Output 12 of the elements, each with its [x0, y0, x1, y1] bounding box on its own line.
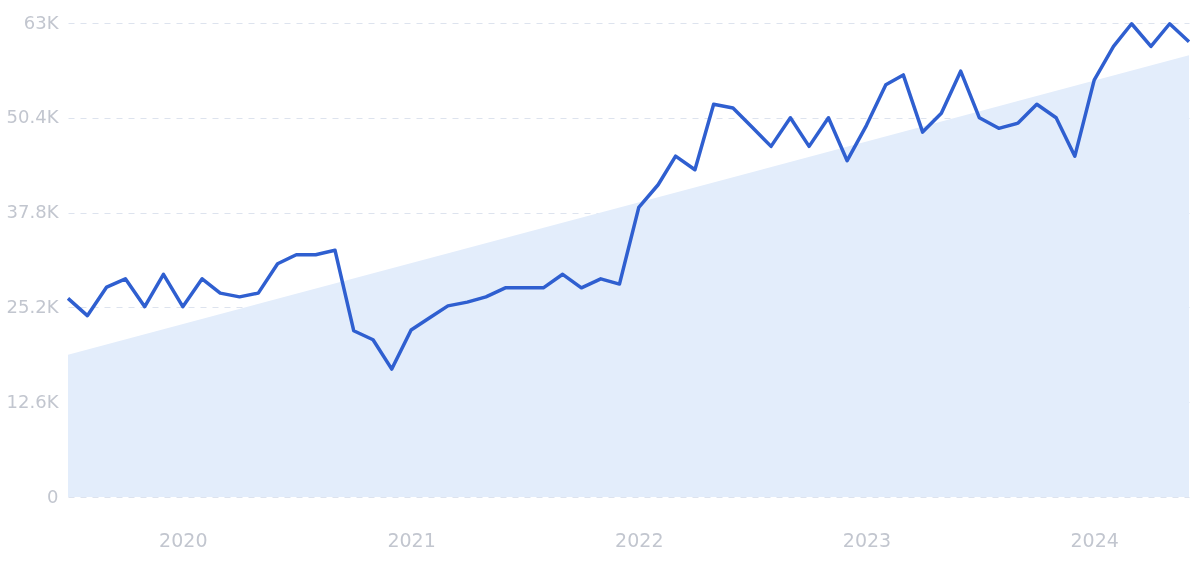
y-tick-label: 50.4K — [6, 106, 60, 128]
x-tick-label: 2020 — [159, 528, 208, 551]
x-tick-label: 2022 — [615, 528, 664, 551]
y-tick-label: 37.8K — [6, 201, 60, 223]
y-tick-label: 63K — [23, 11, 60, 33]
x-tick-label: 2024 — [1070, 528, 1119, 551]
x-tick-label: 2021 — [387, 528, 436, 551]
y-tick-label: 25.2K — [6, 295, 60, 317]
y-tick-label: 0 — [47, 485, 59, 507]
x-tick-label: 2023 — [842, 528, 892, 551]
y-tick-label: 12.6K — [6, 390, 60, 412]
line-series — [66, 22, 1191, 371]
